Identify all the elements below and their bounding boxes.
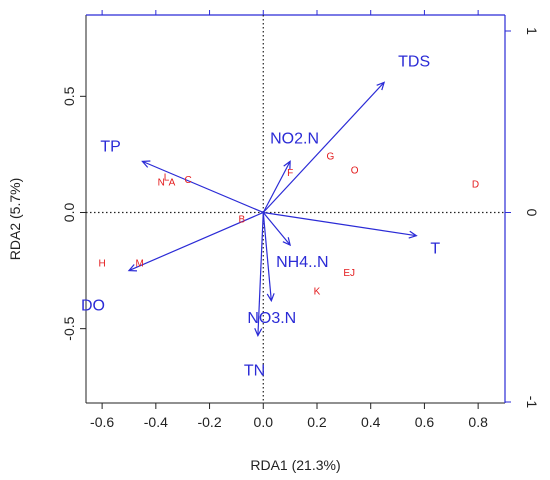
arrow-label: NO3.N — [247, 310, 296, 327]
arrow-head — [141, 160, 151, 168]
right-tick-label: 0 — [524, 209, 540, 217]
arrow-label: TDS — [398, 53, 430, 70]
arrow-head — [266, 293, 275, 303]
site-label: D — [472, 180, 479, 191]
arrow-head — [282, 237, 292, 247]
arrow-head — [254, 328, 263, 338]
arrow-label: DO — [81, 298, 105, 315]
site-label: O — [351, 166, 359, 177]
right-tick-label: -1 — [524, 396, 540, 409]
arrow-tn-line — [257, 212, 264, 336]
x-tick-label: 0.8 — [468, 414, 488, 430]
arrow-label: NH4..N — [276, 254, 328, 271]
y-tick-label: -0.5 — [61, 316, 77, 340]
arrow-label: T — [430, 241, 440, 258]
arrow-no2n-line — [262, 161, 291, 213]
arrow-head — [127, 264, 137, 272]
arrow-head — [283, 160, 291, 170]
arrow-do-line — [128, 211, 264, 272]
site-label: F — [287, 168, 293, 179]
x-axis-title: RDA1 (21.3%) — [250, 457, 340, 473]
site-label: H — [98, 259, 105, 270]
arrow-head — [408, 230, 418, 239]
arrow-label: TN — [244, 363, 265, 380]
site-label: EJ — [343, 268, 355, 279]
site-label: C — [184, 175, 191, 186]
x-tick-label: -0.6 — [90, 414, 114, 430]
arrow-tp-line — [142, 160, 264, 214]
arrow-head — [376, 81, 386, 91]
arrow-no3n-line — [262, 212, 272, 301]
right-tick-label: 1 — [524, 27, 540, 35]
x-tick-label: 0.6 — [415, 414, 435, 430]
arrow-label: NO2.N — [270, 130, 319, 147]
x-tick-label: -0.2 — [197, 414, 221, 430]
arrow-t-line — [263, 211, 417, 237]
site-label: L — [164, 173, 170, 184]
site-label: M — [136, 259, 144, 270]
arrow-nh4n-line — [262, 212, 291, 246]
x-tick-label: -0.4 — [144, 414, 168, 430]
arrow-tds-line — [262, 81, 385, 213]
site-label: G — [327, 152, 335, 163]
site-label: N — [158, 177, 165, 188]
site-label: A — [169, 177, 176, 188]
y-tick-label: 0.0 — [61, 203, 77, 223]
arrow-label: TP — [100, 138, 120, 155]
y-tick-label: 0.5 — [61, 86, 77, 106]
y-axis-title: RDA2 (5.7%) — [7, 178, 23, 260]
x-tick-label: 0.4 — [361, 414, 381, 430]
x-tick-label: 0.2 — [307, 414, 327, 430]
site-label: B — [238, 214, 245, 225]
site-label: K — [314, 286, 321, 297]
x-tick-label: 0.0 — [254, 414, 274, 430]
